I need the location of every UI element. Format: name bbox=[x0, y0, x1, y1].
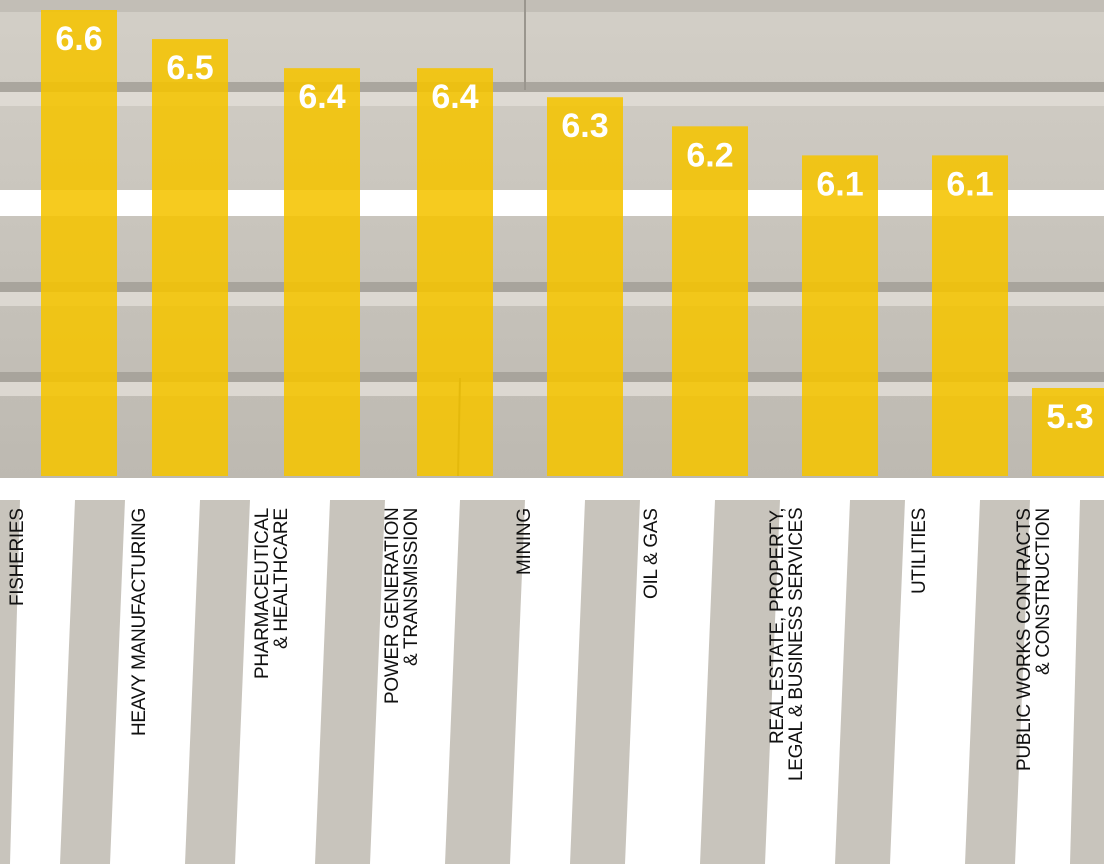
bar bbox=[672, 126, 748, 477]
value-label: 5.3 bbox=[1046, 398, 1093, 436]
value-label: 6.6 bbox=[55, 20, 102, 58]
value-label: 6.1 bbox=[816, 165, 863, 203]
category-label: PHARMACEUTICAL & HEALTHCARE bbox=[252, 508, 292, 680]
bar bbox=[932, 155, 1008, 476]
bar bbox=[41, 10, 117, 476]
category-label: POWER GENERATION & TRANSMISSION bbox=[382, 508, 422, 705]
lower-steps bbox=[0, 500, 1104, 864]
value-label: 6.2 bbox=[686, 136, 733, 174]
category-label: FISHERIES bbox=[7, 508, 28, 606]
bar bbox=[547, 97, 623, 476]
category-label: HEAVY MANUFACTURING bbox=[129, 508, 150, 736]
category-label: OIL & GAS bbox=[641, 508, 662, 599]
category-label: PUBLIC WORKS CONTRACTS & CONSTRUCTION bbox=[1014, 508, 1054, 771]
value-label: 6.1 bbox=[946, 165, 993, 203]
bar bbox=[152, 39, 228, 476]
value-label: 6.3 bbox=[561, 107, 608, 145]
value-label: 6.5 bbox=[166, 49, 213, 87]
bar bbox=[284, 68, 360, 477]
bar bbox=[802, 155, 878, 476]
category-label: REAL ESTATE, PROPERTY, LEGAL & BUSINESS … bbox=[767, 508, 807, 782]
category-label: MINING bbox=[514, 508, 535, 575]
category-label: UTILITIES bbox=[909, 508, 930, 594]
bar bbox=[1032, 388, 1104, 476]
value-label: 6.4 bbox=[298, 78, 345, 116]
bar bbox=[417, 68, 493, 477]
value-label: 6.4 bbox=[431, 78, 478, 116]
